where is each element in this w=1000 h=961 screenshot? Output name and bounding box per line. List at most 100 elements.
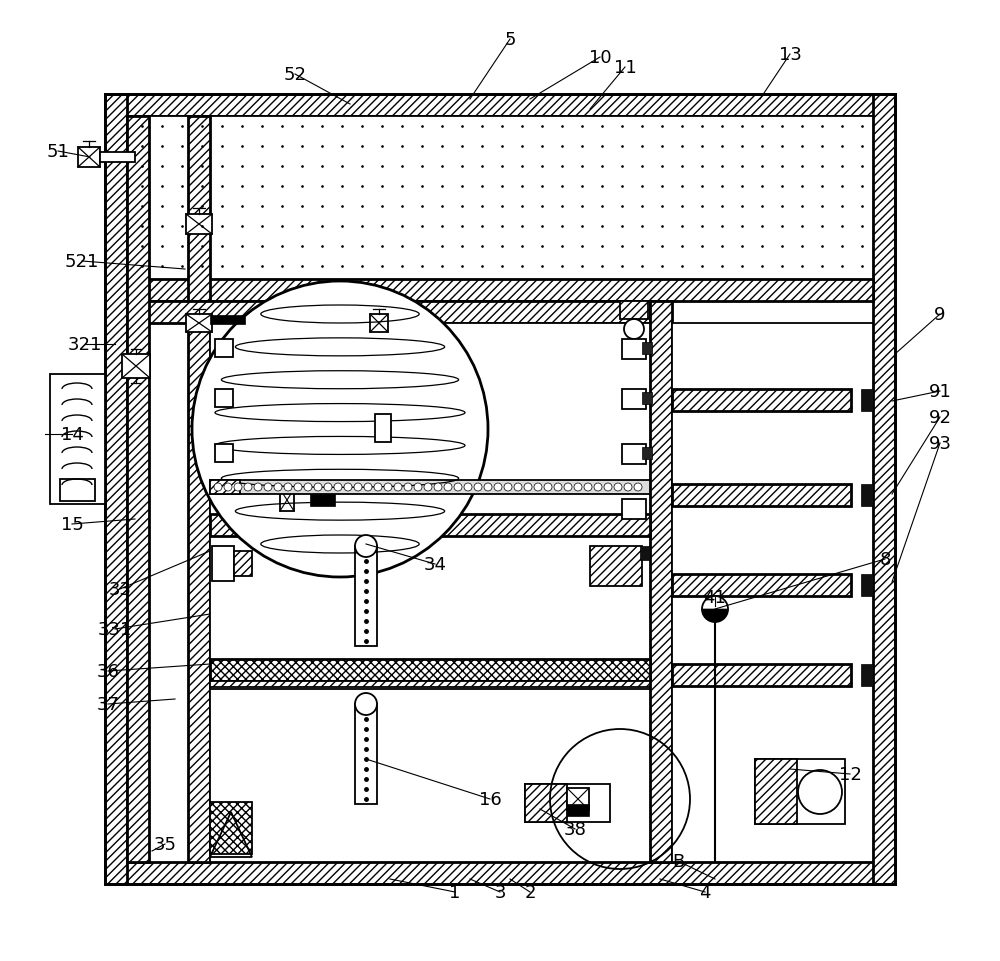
Circle shape <box>554 483 562 491</box>
Text: 5: 5 <box>504 31 516 49</box>
Circle shape <box>444 483 452 491</box>
Text: 9: 9 <box>934 306 946 324</box>
Bar <box>622 339 646 359</box>
Circle shape <box>534 483 542 491</box>
Bar <box>620 302 648 320</box>
Circle shape <box>244 483 252 491</box>
Text: 93: 93 <box>928 434 952 453</box>
Circle shape <box>274 483 282 491</box>
Bar <box>861 484 873 506</box>
Bar <box>622 500 646 520</box>
Bar <box>861 664 873 686</box>
Text: 14: 14 <box>61 426 83 444</box>
Circle shape <box>524 483 532 491</box>
Circle shape <box>464 483 472 491</box>
Bar <box>525 784 567 823</box>
Bar <box>215 339 233 357</box>
Circle shape <box>504 483 512 491</box>
Circle shape <box>354 483 362 491</box>
Circle shape <box>404 483 412 491</box>
Bar <box>567 804 589 816</box>
Bar <box>525 784 610 823</box>
Bar <box>122 355 150 379</box>
Circle shape <box>624 483 632 491</box>
Text: 4: 4 <box>699 883 711 901</box>
Circle shape <box>544 483 552 491</box>
Circle shape <box>374 483 382 491</box>
Circle shape <box>474 483 482 491</box>
Circle shape <box>224 483 232 491</box>
Bar <box>215 389 233 407</box>
Bar <box>78 148 100 168</box>
Text: 38: 38 <box>564 820 586 838</box>
Bar <box>672 664 851 686</box>
Text: 41: 41 <box>704 588 726 606</box>
Bar <box>188 302 210 862</box>
Text: 15: 15 <box>61 515 83 533</box>
Circle shape <box>304 483 312 491</box>
Bar <box>873 95 895 884</box>
Circle shape <box>364 483 372 491</box>
Text: 16: 16 <box>479 790 501 808</box>
Wedge shape <box>702 609 728 623</box>
Bar <box>672 389 851 411</box>
Bar <box>127 302 650 324</box>
Bar <box>210 514 650 536</box>
Text: 91: 91 <box>929 382 951 401</box>
Bar <box>186 214 212 234</box>
Bar <box>210 480 240 495</box>
Bar <box>210 315 245 325</box>
Text: 321: 321 <box>68 335 102 354</box>
Circle shape <box>614 483 622 491</box>
Bar <box>234 552 252 577</box>
Text: 11: 11 <box>614 59 636 77</box>
Bar <box>642 393 652 405</box>
Circle shape <box>192 282 488 578</box>
Bar <box>672 575 851 597</box>
Circle shape <box>424 483 432 491</box>
Bar <box>127 117 149 862</box>
Circle shape <box>574 483 582 491</box>
Circle shape <box>344 483 352 491</box>
Bar <box>210 659 650 681</box>
Text: 35: 35 <box>154 835 177 853</box>
Circle shape <box>584 483 592 491</box>
Bar <box>127 280 873 302</box>
Bar <box>622 389 646 409</box>
Text: 2: 2 <box>524 883 536 901</box>
Text: 52: 52 <box>284 66 307 84</box>
Bar <box>105 95 895 117</box>
Bar <box>280 489 294 511</box>
Circle shape <box>434 483 442 491</box>
Bar <box>567 788 589 810</box>
Circle shape <box>454 483 462 491</box>
Bar <box>672 324 873 862</box>
Text: 10: 10 <box>589 49 611 67</box>
Text: 12: 12 <box>839 765 861 783</box>
Bar <box>622 445 646 464</box>
Bar <box>105 95 895 884</box>
Bar <box>590 547 642 586</box>
Bar <box>375 414 391 442</box>
Bar <box>210 689 650 862</box>
Circle shape <box>594 483 602 491</box>
Circle shape <box>314 483 322 491</box>
Circle shape <box>324 483 332 491</box>
Circle shape <box>624 320 644 339</box>
Circle shape <box>394 483 402 491</box>
Circle shape <box>564 483 572 491</box>
Text: 36: 36 <box>97 662 119 680</box>
Bar <box>60 480 95 502</box>
Bar <box>755 759 797 825</box>
Bar <box>650 302 672 862</box>
Text: 8: 8 <box>879 551 891 568</box>
Bar <box>861 389 873 411</box>
Bar <box>50 375 105 505</box>
Circle shape <box>264 483 272 491</box>
Circle shape <box>514 483 522 491</box>
Circle shape <box>254 483 262 491</box>
Text: 92: 92 <box>928 408 952 427</box>
Text: 13: 13 <box>779 46 801 64</box>
Bar <box>672 484 851 506</box>
Bar <box>105 95 127 884</box>
